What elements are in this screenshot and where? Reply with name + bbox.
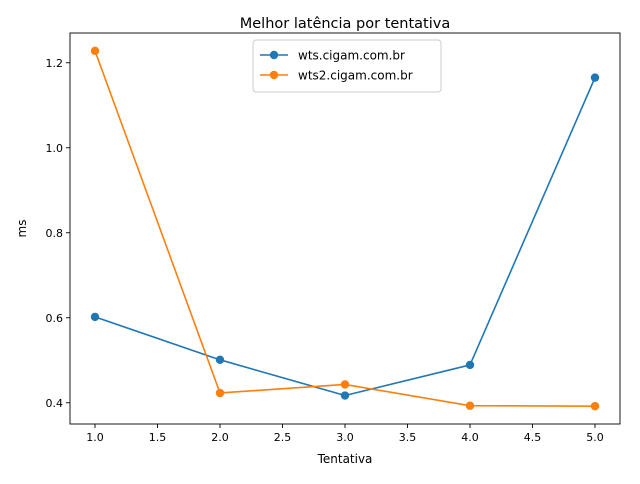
x-tick-label: 1.5 — [149, 431, 167, 444]
x-tick-label: 2.0 — [211, 431, 229, 444]
series-1-point — [90, 312, 100, 322]
series-2-point — [465, 401, 475, 410]
series-2-point — [215, 388, 225, 398]
y-axis-label: ms — [15, 220, 29, 238]
series-1-point — [465, 360, 475, 370]
y-tick-label: 0.4 — [46, 397, 64, 410]
series-1-point — [590, 73, 600, 82]
x-tick-label: 4.5 — [524, 431, 542, 444]
x-axis-label: Tentativa — [317, 452, 373, 466]
legend-label-series-2: wts2.cigam.com.br — [298, 69, 413, 83]
x-tick-label: 2.5 — [274, 431, 292, 444]
x-tick-label: 3.0 — [336, 431, 354, 444]
x-tick-label: 1.0 — [86, 431, 104, 444]
y-tick-label: 0.8 — [46, 227, 64, 240]
legend: wts.cigam.com.br wts2.cigam.com.br — [252, 39, 442, 93]
series-1-point — [215, 355, 225, 365]
y-tick-label: 1.2 — [46, 57, 64, 70]
x-tick-label: 5.0 — [586, 431, 604, 444]
x-tick-label: 3.5 — [399, 431, 417, 444]
series-2-point — [590, 401, 600, 411]
legend-box — [252, 39, 442, 93]
legend-marker-series-1 — [269, 50, 279, 60]
chart-title: Melhor latência por tentativa — [240, 16, 451, 32]
series-1-point — [340, 391, 350, 400]
x-tick-label: 4.0 — [461, 431, 479, 444]
legend-label-series-1: wts.cigam.com.br — [298, 49, 405, 63]
series-2-point — [90, 46, 100, 56]
axis-ticks: 1.0 1.5 2.0 2.5 3.0 3.5 4.0 4.5 5.0 0.4 0.6 0.8 1.0 1… — [46, 57, 604, 444]
y-tick-label: 1.0 — [46, 142, 64, 155]
plot-area — [90, 46, 600, 411]
y-tick-label: 0.6 — [46, 312, 64, 325]
axes-frame — [69, 32, 621, 425]
legend-marker-series-2 — [269, 70, 279, 80]
series-2-point — [340, 380, 350, 389]
